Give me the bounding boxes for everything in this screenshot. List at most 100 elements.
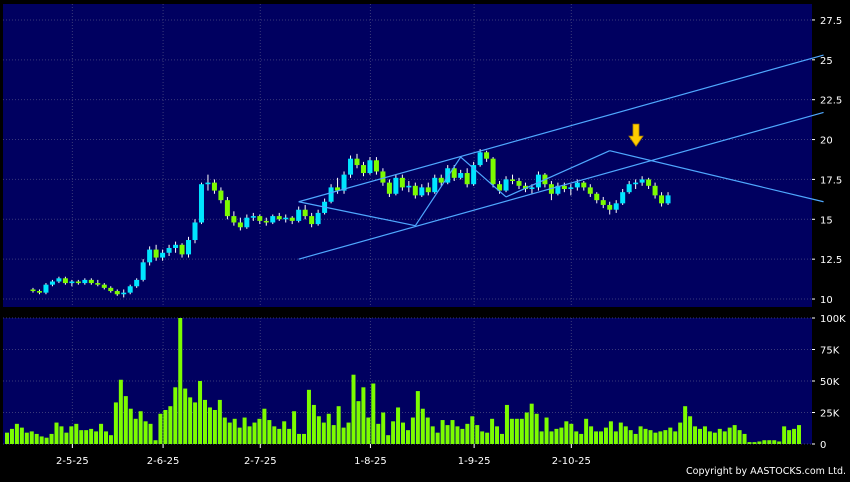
price-tick-label: 27.5 (820, 16, 842, 27)
candle-body (425, 187, 431, 193)
candle-body (529, 187, 535, 189)
price-panel (3, 4, 812, 307)
volume-bar (643, 428, 648, 444)
candle-body (613, 203, 619, 210)
candle-body (393, 177, 399, 194)
volume-bar (163, 409, 168, 444)
candle-body (341, 174, 347, 191)
candle-body (147, 249, 153, 263)
price-tick-label: 17.5 (820, 175, 842, 186)
volume-bar (737, 430, 742, 444)
candle-body (503, 179, 509, 191)
volume-bar (465, 423, 470, 444)
volume-bar (282, 421, 287, 444)
volume-bar (39, 436, 44, 444)
candle-body (88, 279, 94, 284)
candle-body (626, 184, 632, 193)
volume-bar (54, 422, 59, 444)
candle-body (386, 182, 392, 194)
volume-bar (247, 426, 252, 444)
volume-bar (584, 418, 589, 444)
candle-body (360, 165, 366, 174)
candle-body (127, 286, 133, 293)
candle-body (412, 185, 418, 196)
candle-body (438, 177, 444, 183)
volume-bar (292, 411, 297, 444)
volume-bar (113, 402, 118, 444)
volume-bar (34, 433, 39, 444)
volume-bar (752, 442, 757, 444)
copyright-text: Copyright by AASTOCKS.com Ltd. (686, 466, 846, 477)
volume-bar (297, 433, 302, 444)
volume-bar (608, 421, 613, 444)
volume-bar (104, 431, 108, 444)
volume-bar (321, 422, 326, 444)
candle-body (244, 217, 250, 228)
candle-body (497, 184, 503, 191)
candle-body (218, 190, 224, 201)
volume-bar (772, 440, 777, 444)
volume-bar (396, 407, 401, 444)
candle-body (574, 182, 580, 188)
volume-bar (569, 423, 574, 444)
candle-body (510, 179, 516, 182)
volume-bar (203, 399, 207, 444)
volume-bar (435, 432, 440, 444)
candle-body (633, 182, 639, 185)
volume-bar (599, 431, 603, 444)
volume-bar (440, 420, 445, 444)
volume-bar (178, 318, 183, 444)
candle-body (399, 177, 405, 188)
volume-bar (222, 417, 227, 444)
x-tick-label: 1-8-25 (354, 456, 387, 467)
candle-body (134, 279, 140, 287)
volume-bar (158, 413, 163, 444)
volume-bar (673, 431, 678, 444)
candle-body (380, 171, 386, 183)
candle-body (484, 152, 490, 159)
price-tick-label: 12.5 (820, 255, 842, 266)
candle-body (276, 216, 282, 220)
candle-body (419, 187, 425, 196)
volume-bar (425, 417, 430, 444)
volume-bar (401, 422, 405, 444)
volume-bar (554, 428, 559, 444)
volume-bar (29, 431, 34, 444)
candle-body (665, 195, 671, 204)
candle-body (283, 217, 289, 220)
candle-body (114, 291, 120, 295)
volume-bar (787, 430, 792, 444)
candle-body (160, 252, 166, 258)
volume-bar (519, 418, 524, 444)
candle-body (237, 222, 243, 228)
candle-body (270, 216, 276, 223)
candle-body (231, 216, 237, 223)
volume-bar (717, 428, 722, 444)
volume-bar (797, 425, 801, 444)
volume-bar (618, 422, 623, 444)
candle-body (315, 212, 321, 225)
volume-bar (732, 425, 737, 444)
candle-body (555, 185, 561, 194)
volume-bar (118, 379, 123, 444)
volume-bar (287, 428, 292, 444)
volume-bar (712, 432, 717, 444)
volume-bar (227, 422, 232, 444)
volume-bar (361, 387, 366, 444)
volume-bar (475, 425, 480, 444)
candle-body (620, 192, 626, 204)
volume-bar (336, 406, 341, 444)
volume-bar (782, 426, 787, 444)
volume-bar (302, 433, 306, 444)
candle-body (328, 187, 334, 202)
candle-body (432, 177, 438, 193)
volume-bar (539, 431, 544, 444)
volume-bar (767, 440, 772, 444)
volume-bar (633, 433, 638, 444)
candle-body (95, 283, 101, 285)
candle-body (108, 287, 114, 292)
volume-bar (391, 421, 396, 444)
candle-body (211, 182, 217, 191)
